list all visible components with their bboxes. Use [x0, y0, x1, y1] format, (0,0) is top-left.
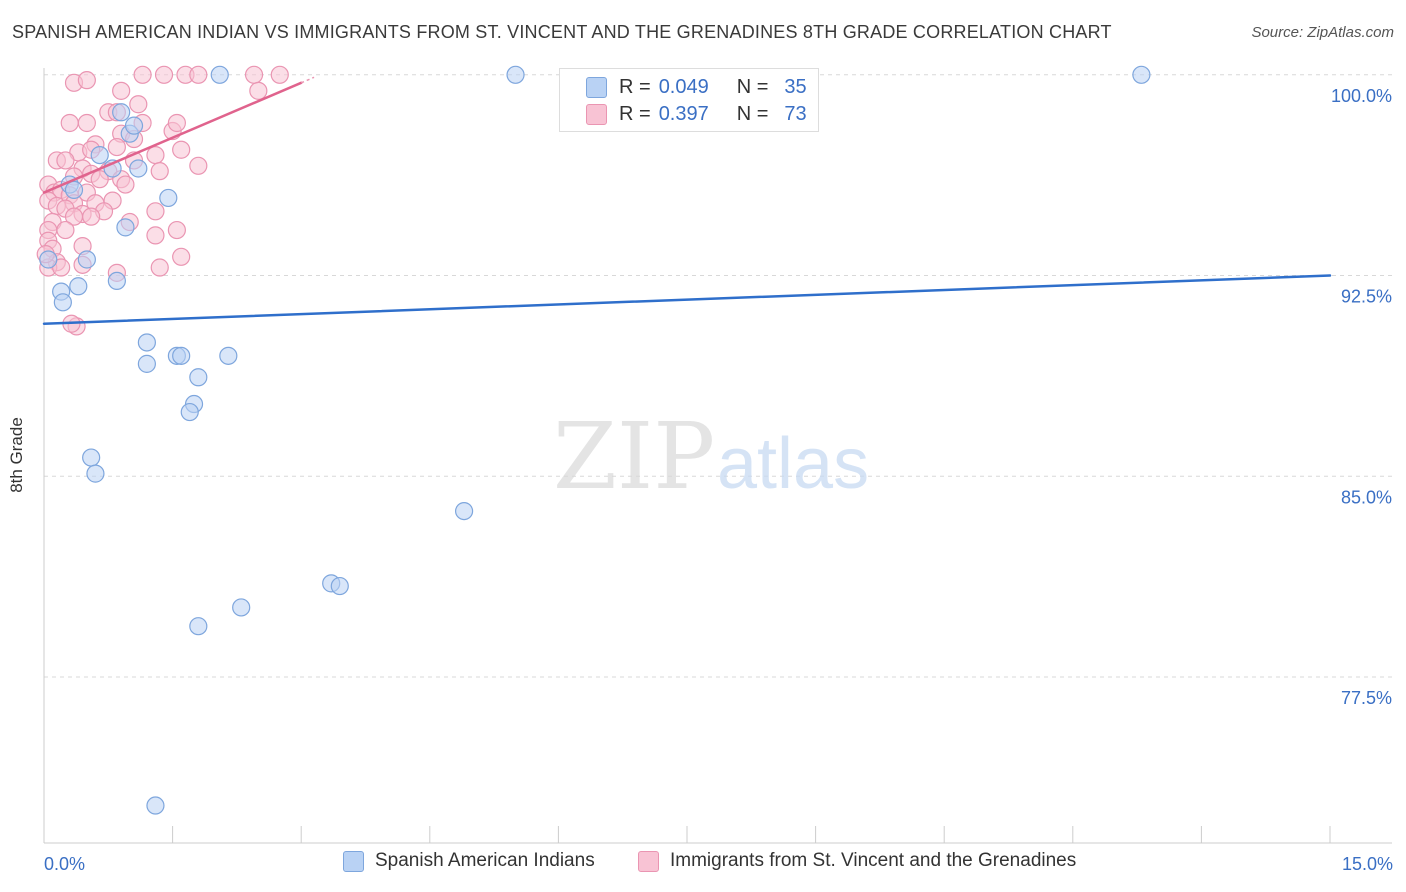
- data-point-pink: [60, 113, 79, 133]
- grid-layer: [44, 74, 1392, 678]
- data-point-blue: [506, 65, 525, 84]
- data-point-pink: [244, 65, 264, 84]
- points-layer: [36, 65, 1151, 815]
- legend-swatch-pink: [638, 850, 659, 872]
- legend-label: Spanish American Indians: [375, 850, 595, 871]
- r-value: 0.049: [658, 75, 709, 98]
- data-point-blue: [454, 501, 474, 521]
- r-label: R =: [619, 102, 651, 125]
- data-point-pink: [167, 220, 186, 240]
- y-tick-label: 100.0%: [1331, 86, 1392, 106]
- n-label: N =: [736, 102, 769, 125]
- legend-swatch-pink: [586, 103, 607, 125]
- data-point-blue: [137, 333, 156, 352]
- data-point-pink: [52, 258, 71, 277]
- data-point-pink: [154, 65, 174, 84]
- data-point-blue: [159, 188, 178, 208]
- watermark-atlas: atlas: [717, 424, 869, 504]
- y-tick-label: 77.5%: [1341, 688, 1392, 708]
- data-point-pink: [112, 81, 131, 100]
- n-value: 35: [784, 75, 807, 98]
- data-point-pink: [56, 220, 75, 240]
- legend-swatch-blue: [343, 850, 364, 872]
- x-tick-label: 15.0%: [1342, 854, 1393, 874]
- x-tick-label: 0.0%: [44, 854, 85, 874]
- data-point-pink: [189, 156, 208, 175]
- data-point-blue: [39, 250, 58, 269]
- data-point-blue: [330, 576, 349, 596]
- chart-source: Source: ZipAtlas.com: [1251, 24, 1394, 41]
- data-point-blue: [180, 402, 199, 422]
- data-point-pink: [172, 247, 191, 266]
- data-point-pink: [150, 258, 169, 277]
- watermark-zip: ZIP: [553, 403, 715, 510]
- data-point-blue: [146, 796, 165, 815]
- trend-line-pink: [42, 81, 303, 194]
- data-point-pink: [146, 226, 165, 245]
- data-point-blue: [172, 346, 191, 365]
- chart-title: SPANISH AMERICAN INDIAN VS IMMIGRANTS FR…: [12, 22, 1112, 42]
- r-value: 0.397: [658, 102, 709, 125]
- data-point-blue: [90, 145, 109, 165]
- data-point-pink: [150, 162, 169, 181]
- n-value: 73: [784, 102, 807, 125]
- axis-layer: [43, 68, 1392, 844]
- y-tick-label: 85.0%: [1341, 487, 1392, 507]
- data-point-pink: [189, 65, 208, 84]
- trend-line-blue: [42, 274, 1332, 325]
- data-point-pink: [167, 113, 186, 133]
- data-point-blue: [1132, 65, 1151, 84]
- label-layer: 100.0% 92.5% 85.0% 77.5% 0.0% 15.0%: [44, 86, 1393, 874]
- data-point-pink: [146, 202, 165, 221]
- stats-row-spanish-american-indians: R = 0.049 N = 35: [560, 74, 807, 100]
- data-point-pink: [82, 207, 101, 226]
- data-point-blue: [210, 65, 229, 84]
- trend-line-pink-extension: [300, 76, 315, 84]
- data-point-blue: [53, 293, 72, 312]
- data-point-pink: [56, 151, 75, 170]
- data-point-pink: [77, 113, 96, 133]
- data-point-blue: [107, 271, 126, 290]
- data-point-pink: [116, 175, 135, 194]
- data-point-blue: [86, 464, 105, 483]
- legend-item-st-vincent-immigrants[interactable]: Immigrants from St. Vincent and the Gren…: [638, 850, 1076, 872]
- data-point-blue: [69, 277, 88, 296]
- data-point-pink: [133, 65, 152, 84]
- r-label: R =: [619, 75, 651, 98]
- watermark: ZIP atlas: [553, 403, 869, 510]
- data-point-blue: [189, 617, 208, 636]
- bottom-legend: Spanish American Indians Immigrants from…: [0, 850, 1406, 878]
- data-point-pink: [270, 65, 289, 84]
- data-point-pink: [172, 140, 191, 159]
- data-point-blue: [124, 116, 144, 135]
- data-point-pink: [90, 170, 109, 189]
- data-point-blue: [112, 103, 131, 122]
- n-label: N =: [736, 75, 769, 98]
- data-point-pink: [77, 71, 96, 90]
- data-point-blue: [232, 598, 251, 617]
- data-point-pink: [249, 81, 268, 100]
- data-point-blue: [137, 354, 156, 373]
- data-point-pink: [146, 145, 165, 165]
- data-point-blue: [77, 250, 96, 269]
- y-axis-label: 8th Grade: [7, 417, 26, 493]
- trend-layer: [42, 76, 1332, 325]
- legend-swatch-blue: [586, 76, 607, 98]
- data-point-blue: [129, 159, 148, 178]
- data-point-blue: [219, 346, 238, 365]
- data-point-pink: [129, 95, 148, 114]
- data-point-blue: [189, 368, 208, 387]
- stats-legend: R = 0.049 N = 35 R = 0.397 N = 73: [559, 68, 819, 132]
- data-point-blue: [82, 448, 101, 467]
- legend-item-spanish-american-indians[interactable]: Spanish American Indians: [343, 850, 595, 872]
- y-tick-label: 92.5%: [1341, 287, 1392, 307]
- legend-label: Immigrants from St. Vincent and the Gren…: [670, 850, 1077, 871]
- data-point-pink: [107, 137, 126, 157]
- data-point-blue: [64, 180, 84, 199]
- data-point-blue: [116, 218, 135, 237]
- stats-row-st-vincent-immigrants: R = 0.397 N = 73: [560, 101, 807, 127]
